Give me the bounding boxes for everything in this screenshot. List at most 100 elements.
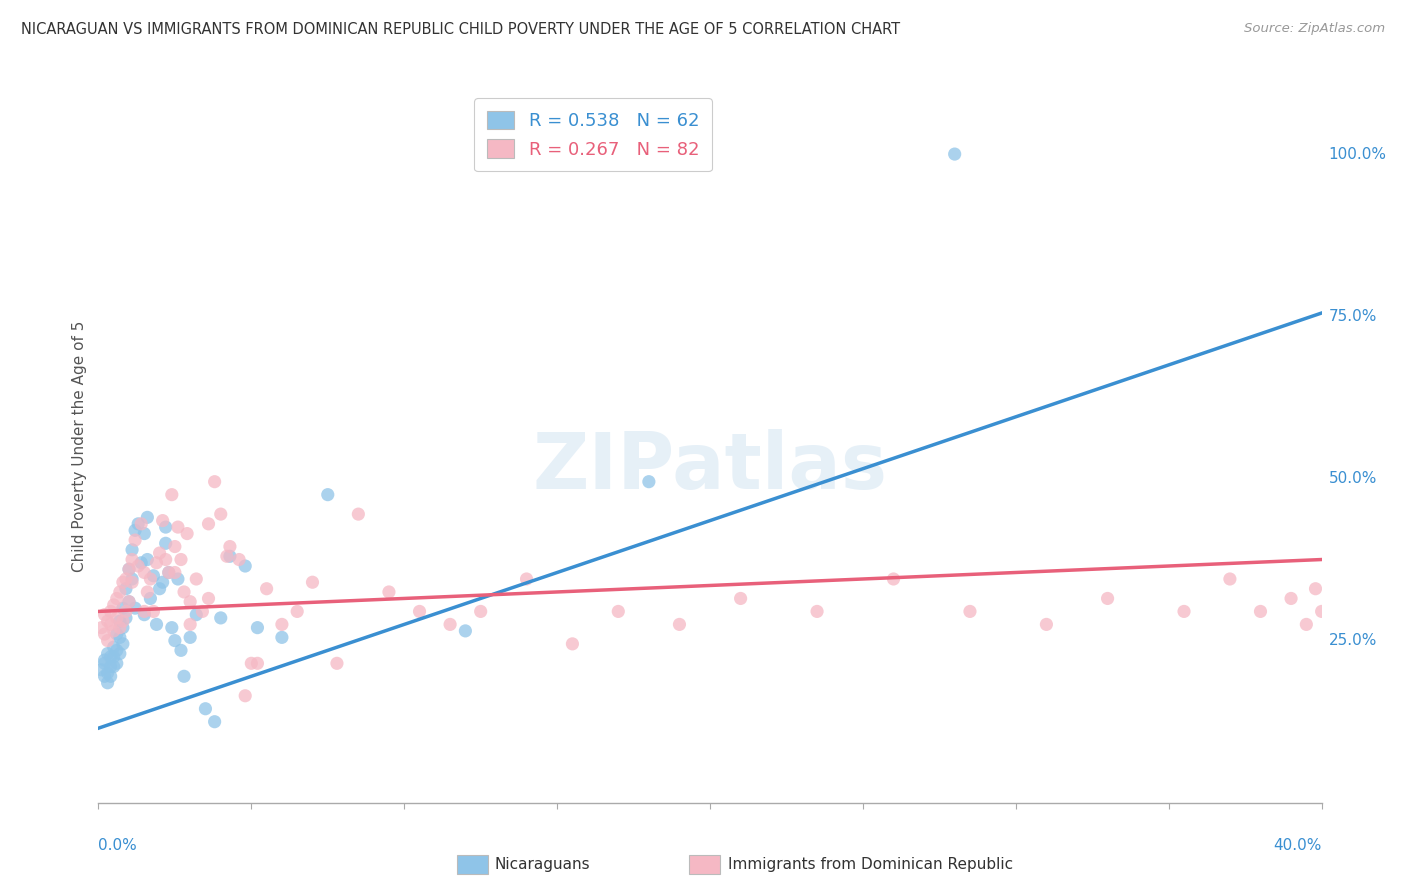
Text: 75.0%: 75.0% [1329,309,1376,324]
Point [228,552,250,566]
Point [118,562,141,576]
Text: 40.0%: 40.0% [1274,838,1322,854]
Point [105,657,128,671]
Point [129,516,152,531]
Point [118,595,141,609]
Point [209,611,232,625]
Point [111,621,134,635]
Text: Nicaraguans: Nicaraguans [495,857,591,871]
Point [142,604,165,618]
Point [959,604,981,618]
Text: 100.0%: 100.0% [1329,146,1386,161]
Point [943,147,966,161]
Point [637,475,661,489]
Text: Immigrants from Dominican Republic: Immigrants from Dominican Republic [728,857,1014,871]
Point [1279,591,1302,606]
Point [1310,604,1333,618]
Point [136,585,159,599]
Point [1219,572,1241,586]
Point [179,631,201,645]
Point [100,617,122,632]
Point [157,566,180,580]
Point [142,568,165,582]
Point [97,675,120,690]
Point [105,627,128,641]
Point [134,607,156,622]
Point [155,536,177,550]
Point [103,624,125,638]
Point [191,604,214,618]
Y-axis label: Child Poverty Under the Age of 5: Child Poverty Under the Age of 5 [72,320,87,572]
Point [173,669,195,683]
Point [145,617,167,632]
Point [103,640,125,654]
Point [108,614,131,628]
Text: ZIPatlas: ZIPatlas [533,429,887,506]
Point [439,617,461,632]
Point [93,607,115,622]
Point [90,621,112,635]
Point [93,657,115,671]
Point [246,621,269,635]
Point [124,524,146,538]
Point [134,526,156,541]
Point [233,689,256,703]
Point [139,591,162,606]
Point [115,611,138,625]
Point [100,669,122,683]
Point [136,552,159,566]
Point [127,559,149,574]
Point [136,510,159,524]
Point [270,617,292,632]
Point [129,556,152,570]
Point [347,507,370,521]
Point [516,572,538,586]
Point [1097,591,1119,606]
Point [326,657,349,671]
Text: 25.0%: 25.0% [1329,633,1376,648]
Point [103,659,125,673]
Point [883,572,905,586]
Point [155,552,177,566]
Point [215,549,238,564]
Point [115,582,138,596]
Point [118,562,141,576]
Point [179,617,201,632]
Point [100,604,122,618]
Point [108,631,131,645]
Point [108,647,131,661]
Point [197,516,219,531]
Point [1035,617,1057,632]
Point [246,657,269,671]
Point [111,601,134,615]
Point [121,552,143,566]
Point [730,591,752,606]
Point [100,649,122,664]
Point [186,607,208,622]
Point [111,614,134,628]
Point [108,621,131,635]
Text: NICARAGUAN VS IMMIGRANTS FROM DOMINICAN REPUBLIC CHILD POVERTY UNDER THE AGE OF : NICARAGUAN VS IMMIGRANTS FROM DOMINICAN … [21,22,900,37]
Point [806,604,828,618]
Point [160,621,183,635]
Point [157,566,180,580]
Point [97,647,120,661]
Point [1173,604,1195,618]
Legend: R = 0.538   N = 62, R = 0.267   N = 82: R = 0.538 N = 62, R = 0.267 N = 82 [474,98,711,171]
Point [668,617,690,632]
Point [124,601,146,615]
Point [111,575,134,590]
Point [163,540,186,554]
Point [111,637,134,651]
Point [97,614,120,628]
Point [240,657,263,671]
Point [561,637,583,651]
Point [454,624,477,638]
Point [105,591,128,606]
Point [270,631,292,645]
Point [378,585,401,599]
Point [408,604,430,618]
Point [204,714,226,729]
Point [93,653,115,667]
Point [155,520,177,534]
